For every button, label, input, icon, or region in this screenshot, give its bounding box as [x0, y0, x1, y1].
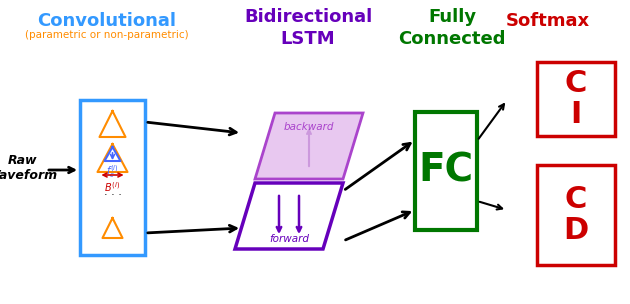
Bar — [537, 165, 615, 265]
Text: $B^{(i)}$: $B^{(i)}$ — [105, 180, 120, 194]
Text: forward: forward — [269, 234, 309, 244]
Text: Convolutional: Convolutional — [38, 12, 176, 30]
Bar — [415, 112, 477, 230]
Polygon shape — [235, 183, 343, 249]
Text: · · ·: · · · — [103, 190, 122, 200]
Text: FC: FC — [418, 152, 474, 190]
Bar — [80, 100, 145, 255]
Text: C
I: C I — [565, 69, 587, 129]
Bar — [537, 62, 615, 136]
Text: Fully
Connected: Fully Connected — [398, 8, 506, 47]
Text: Bidirectional
LSTM: Bidirectional LSTM — [244, 8, 372, 47]
Text: Raw
Waveform: Raw Waveform — [0, 154, 57, 182]
Polygon shape — [255, 113, 363, 179]
Text: Softmax: Softmax — [506, 12, 590, 30]
Text: (parametric or non-parametric): (parametric or non-parametric) — [25, 30, 189, 40]
Text: backward: backward — [284, 122, 335, 132]
Text: $f_c^{(i)}$: $f_c^{(i)}$ — [106, 163, 119, 180]
Text: C
D: C D — [563, 185, 588, 245]
